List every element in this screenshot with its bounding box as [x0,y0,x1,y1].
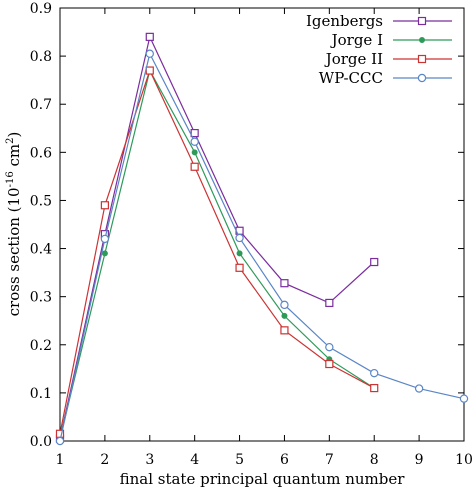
y-tick-label: 0.9 [30,1,52,17]
legend-label-jorge-ii: Jorge II [324,50,383,68]
series-line-wp-ccc [59,51,465,442]
data-point-wp-ccc [414,384,424,393]
data-point-jorge-ii [100,201,109,210]
data-point-wp-ccc [190,137,199,146]
data-point-igenbergs [280,279,289,288]
x-tick-label: 4 [190,452,199,468]
data-point-jorge-i [101,250,108,257]
y-tick-label: 0.5 [30,193,52,209]
x-tick-label: 8 [370,452,379,468]
data-point-jorge-i [281,312,288,319]
y-axis-title-unit-exponent: 2 [5,138,16,144]
y-tick-label: 0.6 [30,145,52,161]
y-axis-title-exponent: -16 [5,171,16,187]
y-tick-label: 0.8 [30,49,52,65]
data-point-igenbergs [370,257,379,267]
data-point-wp-ccc [370,368,379,378]
x-axis-title: final state principal quantum number [120,470,406,488]
data-point-wp-ccc [145,49,154,58]
series-jorge-i [57,67,378,442]
x-tick-label: 2 [100,452,109,468]
data-point-wp-ccc [235,233,244,243]
x-tick-label: 3 [145,452,154,468]
data-point-igenbergs [145,32,154,41]
plot-frame [59,7,465,442]
y-axis-title-close: ) [5,132,23,138]
y-axis-title-unit: cm [5,144,23,171]
data-point-jorge-ii [280,326,289,335]
data-point-jorge-ii [370,383,379,393]
legend-label-igenbergs: Igenbergs [306,12,383,30]
data-point-jorge-ii [325,359,334,369]
series-line-igenbergs [59,35,375,439]
data-point-igenbergs [190,128,199,138]
y-axis-title-main: cross section (10 [5,187,23,316]
y-axis-title: cross section (10-16 cm2) [5,132,23,317]
legend-marker-igenbergs [417,16,427,26]
x-tick-label: 1 [56,452,65,468]
series-line-jorge-ii [59,68,375,434]
series-layer [55,32,469,446]
data-point-igenbergs [325,298,334,308]
legend-marker-jorge-ii [417,54,427,64]
data-point-wp-ccc [280,300,289,310]
series-wp-ccc [55,49,469,446]
series-jorge-ii [55,66,379,438]
data-point-wp-ccc [100,234,110,244]
axis-ticks: 1 2 3 4 5 6 7 8 9 10 0.0 0.1 0.2 0.3 0.4 0.5 0.6 0.7 0.8 0.… [30,1,473,468]
x-tick-label: 10 [455,452,473,468]
y-tick-label: 0.2 [30,338,52,354]
data-point-jorge-ii [235,263,244,272]
y-tick-label: 0.1 [30,386,52,402]
data-point-jorge-i [191,149,198,156]
x-tick-label: 9 [415,452,424,468]
data-point-wp-ccc [55,436,65,446]
data-point-wp-ccc [325,342,334,352]
data-point-jorge-i [236,250,243,257]
x-tick-label: 6 [280,452,289,468]
x-tick-label: 5 [235,452,244,468]
data-point-jorge-ii [190,162,199,171]
y-tick-label: 0.3 [30,290,52,306]
legend-marker-wp-ccc [417,73,427,83]
series-line-jorge-i [59,68,375,439]
legend-label-jorge-i: Jorge I [330,31,383,49]
data-point-jorge-ii [145,66,154,75]
legend-marker-jorge-i [418,37,425,44]
legend-label-wp-ccc: WP-CCC [319,69,383,87]
y-tick-label: 0.0 [30,434,52,450]
y-tick-label: 0.4 [30,242,52,258]
x-tick-label: 7 [325,452,334,468]
y-tick-label: 0.7 [30,97,52,113]
data-point-wp-ccc [459,394,469,403]
